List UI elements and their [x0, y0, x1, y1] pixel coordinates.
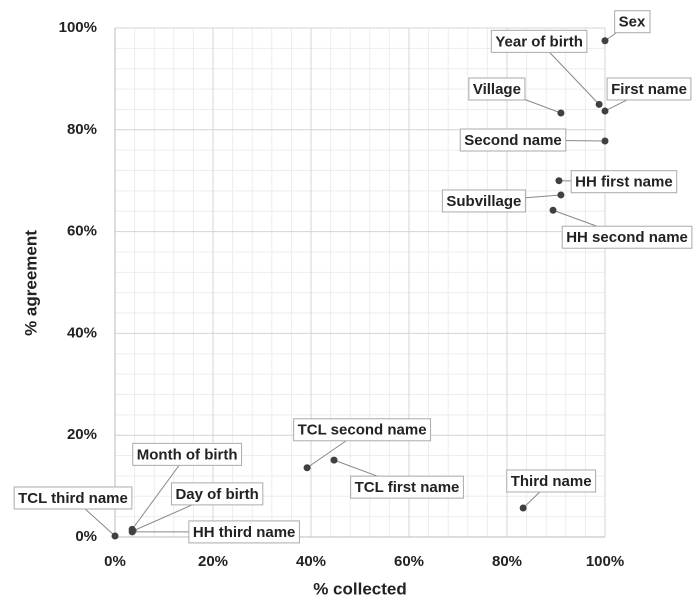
label-box [350, 475, 464, 499]
x-tick-label: 60% [394, 553, 424, 570]
point-label-text: Month of birth [137, 446, 238, 463]
point-label: HH third name [188, 520, 300, 544]
y-axis-label: % agreement [21, 230, 40, 336]
point-label: First name [606, 77, 692, 101]
point-label-text: HH first name [575, 174, 673, 191]
x-tick-label: 40% [296, 553, 326, 570]
point-label: Month of birth [132, 442, 243, 466]
point [330, 456, 338, 464]
x-tick-label: 100% [586, 553, 624, 570]
point-label: Subvillage [441, 189, 526, 213]
point [549, 206, 557, 214]
point-label: Year of birth [490, 29, 588, 53]
x-tick-label: 0% [104, 553, 126, 570]
point-label-text: HH second name [566, 229, 688, 246]
point-label: TCL third name [13, 486, 133, 510]
label-box [606, 77, 692, 101]
y-tick-label: 40% [67, 324, 97, 341]
label-box [293, 418, 432, 442]
label-box [468, 77, 526, 101]
point-label-text: Sex [619, 14, 646, 31]
label-box [570, 170, 678, 194]
point [601, 37, 609, 45]
point [601, 107, 609, 115]
point [303, 464, 311, 472]
point-label: Sex [614, 10, 651, 34]
point [557, 109, 565, 117]
point-label-text: Subvillage [446, 193, 521, 210]
y-tick-label: 80% [67, 121, 97, 138]
point-label-text: HH third name [193, 524, 296, 541]
label-box [459, 128, 567, 152]
label-box [13, 486, 133, 510]
y-tick-label: 20% [67, 426, 97, 443]
y-tick-label: 100% [59, 19, 97, 36]
y-tick-label: 60% [67, 223, 97, 240]
point [601, 137, 609, 145]
point-label-text: Third name [511, 473, 592, 490]
label-box [490, 29, 588, 53]
point [595, 100, 603, 108]
point-label: TCL second name [293, 418, 432, 442]
point [111, 532, 119, 540]
point [557, 191, 565, 199]
point-label: HH first name [570, 170, 678, 194]
point [128, 528, 136, 536]
x-tick-label: 20% [198, 553, 228, 570]
y-tick-label: 0% [75, 528, 97, 545]
point-label-text: Village [473, 81, 521, 98]
label-box [132, 442, 243, 466]
point [555, 177, 563, 185]
leader-line [131, 454, 188, 530]
x-tick-label: 80% [492, 553, 522, 570]
point-label-text: Second name [464, 132, 562, 149]
point-label-text: Day of birth [175, 486, 258, 503]
label-box [614, 10, 651, 34]
x-axis-label: % collected [313, 579, 407, 598]
label-box [561, 225, 693, 249]
point-label-text: TCL third name [18, 490, 128, 507]
point-label: TCL first name [350, 475, 464, 499]
label-box [170, 482, 264, 506]
point-label-text: First name [611, 81, 687, 98]
point-label-text: TCL second name [298, 422, 427, 439]
label-box [188, 520, 300, 544]
point-label: HH second name [561, 225, 693, 249]
point-label: Village [468, 77, 526, 101]
label-box [441, 189, 526, 213]
point [519, 504, 527, 512]
point-label: Second name [459, 128, 567, 152]
point-label-text: Year of birth [495, 33, 583, 50]
point-label-text: TCL first name [355, 479, 460, 496]
label-box [506, 469, 597, 493]
point-label: Day of birth [170, 482, 264, 506]
point-label: Third name [506, 469, 597, 493]
